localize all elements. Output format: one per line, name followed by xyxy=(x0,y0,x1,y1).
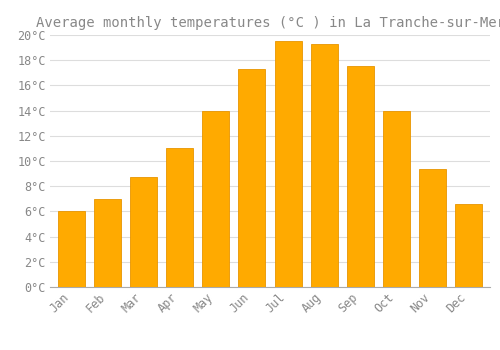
Bar xyxy=(455,204,482,287)
Bar xyxy=(382,111,410,287)
Bar xyxy=(238,69,266,287)
Bar xyxy=(130,177,158,287)
Bar xyxy=(274,41,301,287)
Bar xyxy=(58,211,85,287)
Bar xyxy=(346,66,374,287)
Title: Average monthly temperatures (°C ) in La Tranche-sur-Mer: Average monthly temperatures (°C ) in La… xyxy=(36,16,500,30)
Bar xyxy=(202,111,230,287)
Bar xyxy=(419,169,446,287)
Bar xyxy=(166,148,194,287)
Bar xyxy=(310,44,338,287)
Bar xyxy=(94,199,121,287)
